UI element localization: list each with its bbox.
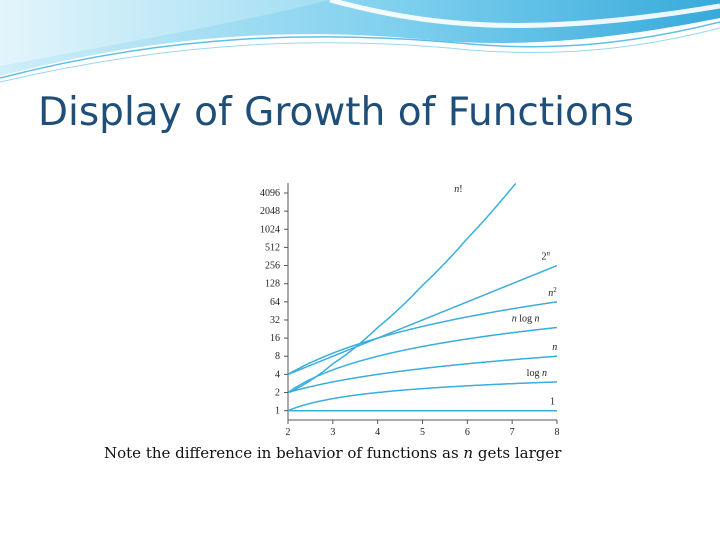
series-label: log n [527,368,547,379]
series-label: n2 [548,286,557,299]
x-tick-label: 4 [375,427,380,438]
y-tick-label: 512 [265,242,280,253]
series-label: n! [454,184,462,195]
series-line [287,301,558,376]
y-tick-label: 64 [270,297,280,308]
x-tick-label: 2 [286,427,291,438]
series-line [287,326,558,394]
x-tick-label: 8 [555,427,560,438]
series-line [287,355,558,394]
y-tick-label: 16 [270,333,280,344]
series-label: 1 [550,397,555,408]
x-tick-label: 5 [420,427,425,438]
series-line [287,182,517,394]
x-tick-label: 6 [465,427,470,438]
y-tick-label: 4 [275,369,280,380]
x-tick-label: 7 [510,427,515,438]
series-line [287,264,558,376]
y-tick-label: 4096 [260,188,280,199]
series-line [287,381,557,412]
y-tick-label: 256 [265,261,280,272]
slide-caption: Note the difference in behavior of funct… [104,444,561,462]
decorative-banner [0,0,720,83]
series-label: 2n [542,250,551,263]
y-tick-label: 32 [270,315,280,326]
y-tick-label: 1 [275,406,280,417]
series-label: n [552,342,557,353]
y-tick-label: 2048 [260,206,280,217]
caption-text-after: gets larger [473,444,562,462]
y-tick-label: 2 [275,388,280,399]
series-label: n log n [512,313,540,324]
y-tick-label: 128 [265,279,280,290]
caption-variable: n [463,444,474,462]
y-tick-label: 8 [275,351,280,362]
caption-text-before: Note the difference in behavior of funct… [104,444,464,462]
slide-title: Display of Growth of Functions [38,90,634,135]
x-tick-label: 3 [330,427,335,438]
y-tick-label: 1024 [260,224,280,235]
